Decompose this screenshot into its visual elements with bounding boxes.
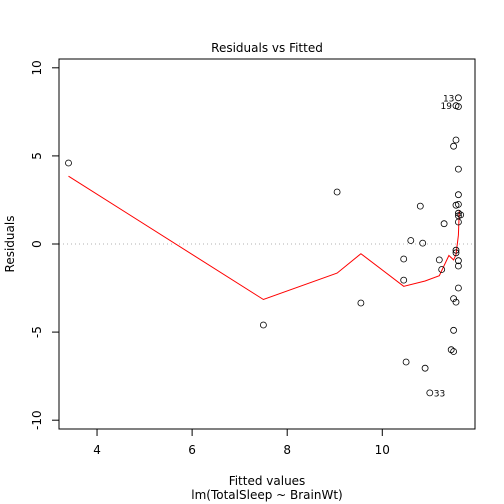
y-axis-label: Residuals bbox=[3, 216, 17, 273]
data-point bbox=[447, 346, 455, 354]
data-point bbox=[435, 256, 443, 264]
data-point bbox=[421, 364, 429, 372]
data-point bbox=[457, 211, 465, 219]
data-point bbox=[454, 165, 462, 173]
data-point bbox=[65, 159, 72, 167]
data-point bbox=[402, 358, 410, 366]
data-point bbox=[454, 209, 462, 217]
point-label: 13 bbox=[443, 94, 454, 104]
y-tick-label: -5 bbox=[30, 326, 44, 338]
data-point bbox=[438, 266, 446, 273]
data-point bbox=[454, 284, 462, 292]
x-axis-label: Fitted values bbox=[229, 474, 306, 488]
y-tick-label: 0 bbox=[30, 240, 44, 248]
data-point bbox=[407, 237, 415, 244]
data-points bbox=[65, 94, 465, 397]
data-point bbox=[454, 218, 462, 226]
data-point bbox=[452, 246, 460, 254]
data-point bbox=[259, 321, 267, 329]
x-axis: 4 6 8 10 bbox=[93, 429, 390, 457]
data-point bbox=[454, 262, 462, 270]
data-point bbox=[426, 389, 434, 397]
data-point bbox=[452, 136, 460, 144]
x-tick-label: 8 bbox=[283, 443, 291, 457]
x-tick-label: 10 bbox=[375, 443, 390, 457]
y-tick-label: -10 bbox=[30, 410, 44, 430]
point-label: 33 bbox=[434, 389, 445, 399]
data-point bbox=[454, 103, 462, 110]
chart-title: Residuals vs Fitted bbox=[211, 41, 323, 55]
data-point bbox=[400, 276, 408, 284]
data-point bbox=[452, 249, 460, 257]
data-point bbox=[357, 299, 365, 307]
smooth-line bbox=[68, 175, 460, 301]
data-point bbox=[452, 298, 460, 306]
y-tick-label: 5 bbox=[30, 152, 44, 160]
data-point bbox=[419, 239, 427, 247]
model-formula-subtitle: lm(TotalSleep ~ BrainWt) bbox=[191, 488, 342, 502]
data-point bbox=[450, 295, 458, 303]
data-point bbox=[333, 188, 341, 196]
data-point bbox=[450, 142, 458, 150]
data-point bbox=[454, 94, 462, 102]
data-point bbox=[440, 220, 448, 228]
data-point bbox=[450, 326, 458, 334]
x-tick-label: 6 bbox=[188, 443, 196, 457]
data-point bbox=[450, 348, 458, 355]
y-tick-label: 10 bbox=[30, 60, 44, 75]
point-label: 19 bbox=[441, 102, 453, 112]
x-tick-label: 4 bbox=[93, 443, 101, 457]
data-point bbox=[454, 200, 462, 208]
data-point bbox=[416, 202, 424, 210]
data-point bbox=[400, 255, 408, 263]
data-point bbox=[454, 257, 462, 265]
data-point bbox=[454, 191, 462, 199]
y-axis: -10 -5 0 5 10 bbox=[30, 60, 59, 430]
